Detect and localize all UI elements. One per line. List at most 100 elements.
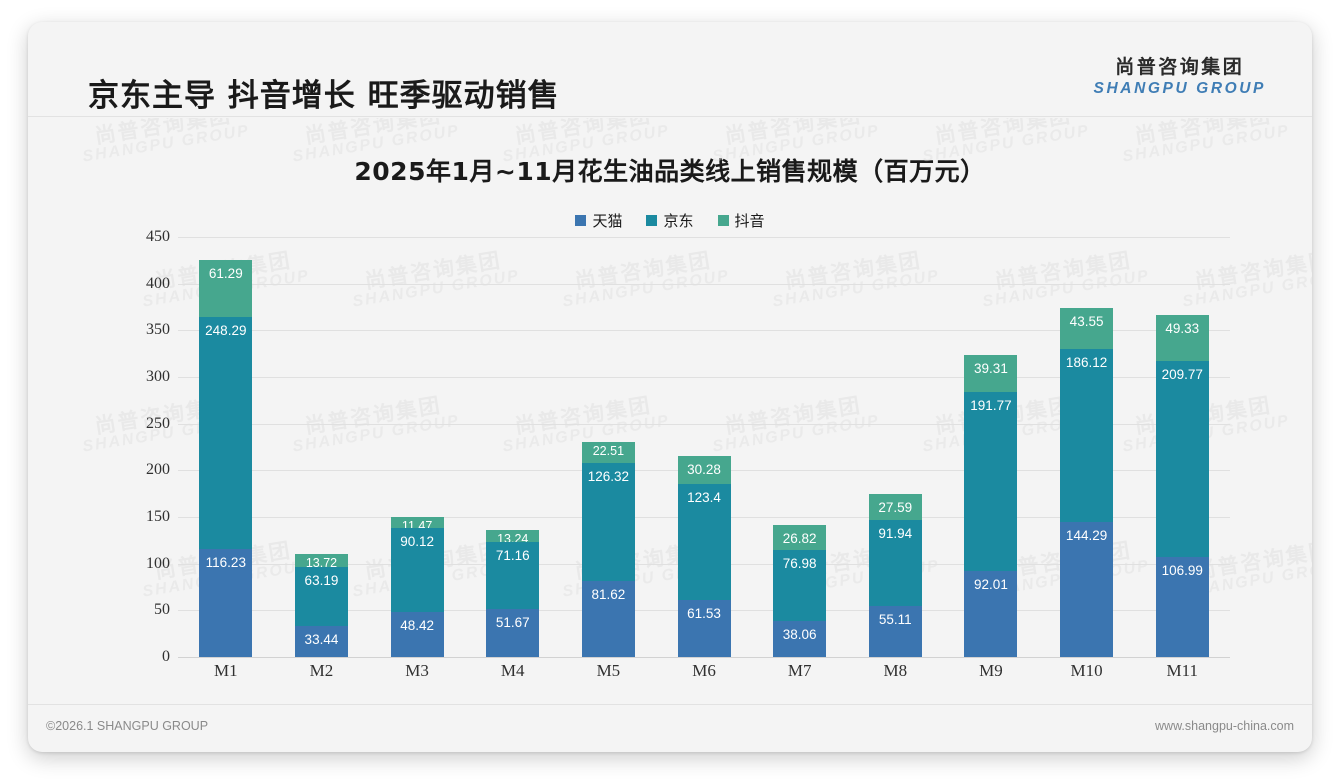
bar-value-label: 39.31 xyxy=(974,361,1008,377)
bar-segment-抖音[interactable]: 22.51 xyxy=(581,441,635,463)
bar-column: 11.47 90.12 48.42 xyxy=(369,237,465,657)
y-axis-tick-label: 450 xyxy=(146,228,170,245)
y-axis-tick-label: 150 xyxy=(146,508,170,525)
bar-value-label: 30.28 xyxy=(687,462,721,478)
x-axis-tick-label: M5 xyxy=(596,661,621,680)
bar-column: 27.59 91.94 55.11 xyxy=(847,237,943,657)
bar-segment-天猫[interactable]: 48.42 xyxy=(390,611,444,657)
footer-copyright: ©2026.1 SHANGPU GROUP xyxy=(46,719,209,733)
bar-segment-天猫[interactable]: 144.29 xyxy=(1060,522,1114,657)
y-axis-tick-label: 0 xyxy=(162,648,170,665)
bar-segment-京东[interactable]: 209.77 xyxy=(1155,361,1209,558)
bar-segment-天猫[interactable]: 55.11 xyxy=(868,605,922,657)
bar-segment-京东[interactable]: 191.77 xyxy=(964,392,1018,572)
stacked-bar[interactable]: 61.29 248.29 116.23 xyxy=(199,259,253,657)
bar-value-label: 123.4 xyxy=(687,490,721,506)
x-axis-tick-label: M4 xyxy=(500,661,525,680)
legend-label: 京东 xyxy=(663,212,694,230)
stacked-bar[interactable]: 30.28 123.4 61.53 xyxy=(677,456,731,657)
y-axis-tick-label: 300 xyxy=(146,368,170,385)
bar-segment-京东[interactable]: 91.94 xyxy=(868,519,922,606)
bar-segment-京东[interactable]: 63.19 xyxy=(294,566,348,626)
bar-segment-京东[interactable]: 71.16 xyxy=(486,542,540,609)
x-axis-tick-label: M10 xyxy=(1070,661,1103,680)
bar-segment-京东[interactable]: 126.32 xyxy=(581,462,635,581)
bar-segment-天猫[interactable]: 116.23 xyxy=(199,548,253,657)
bar-column: 30.28 123.4 61.53 xyxy=(656,237,752,657)
bar-segment-抖音[interactable]: 30.28 xyxy=(677,456,731,485)
bar-segment-抖音[interactable]: 43.55 xyxy=(1060,308,1114,349)
bar-value-label: 209.77 xyxy=(1161,367,1203,383)
grid-line xyxy=(178,377,1230,378)
stacked-bar[interactable]: 22.51 126.32 81.62 xyxy=(581,441,635,657)
chart-plot-area: 450 400 350 300 250 200 150 100 50 0 61.29 248.29 1… xyxy=(120,228,1230,707)
bar-value-label: 13.72 xyxy=(305,556,338,571)
y-axis-tick-label: 350 xyxy=(146,321,170,339)
bar-value-label: 38.06 xyxy=(782,627,817,643)
slide-footer: ©2026.1 SHANGPU GROUP www.shangpu-china.… xyxy=(28,704,1312,752)
grid-line xyxy=(178,330,1230,332)
x-axis-tick-label: M8 xyxy=(883,661,908,680)
bar-series-group: 61.29 248.29 116.23 13.72 63.19 33.44 11.47 90.… xyxy=(178,237,1230,657)
bar-value-label: 248.29 xyxy=(205,322,247,338)
y-axis-tick-label: 400 xyxy=(146,274,170,292)
bar-value-label: 106.99 xyxy=(1161,563,1203,579)
x-axis: M1 M2 M3 M4 M5 M6 M7 M8 M9 M10 M11 xyxy=(178,661,1230,681)
bar-value-label: 55.11 xyxy=(878,611,912,627)
bar-segment-京东[interactable]: 76.98 xyxy=(773,549,827,622)
stacked-bar[interactable]: 39.31 191.77 92.01 xyxy=(964,355,1018,657)
bar-value-label: 144.29 xyxy=(1065,528,1108,544)
bar-value-label: 49.33 xyxy=(1165,321,1200,337)
bar-segment-抖音[interactable]: 61.29 xyxy=(199,259,253,317)
grid-line xyxy=(178,237,1230,238)
bar-value-label: 48.42 xyxy=(400,617,434,633)
bar-segment-抖音[interactable]: 13.72 xyxy=(294,554,348,571)
brand-logo-cn: 尚普咨询集团 xyxy=(1115,56,1245,78)
bar-value-label: 91.94 xyxy=(878,525,913,541)
slide-canvas: 尚普咨询集团 SHANGPU GROUP 尚普咨询集团 SHANGPU GROUP 尚普… xyxy=(28,22,1312,752)
brand-logo: 尚普咨询集团 SHANGPU GROUP xyxy=(1094,58,1266,97)
bar-segment-京东[interactable]: 123.4 xyxy=(677,484,731,600)
y-axis-tick-label: 250 xyxy=(146,414,170,432)
bar-value-label: 191.77 xyxy=(970,398,1012,414)
bar-column: 39.31 191.77 92.01 xyxy=(943,237,1039,657)
bar-value-label: 26.82 xyxy=(782,530,817,546)
bar-segment-京东[interactable]: 248.29 xyxy=(199,316,253,549)
legend-item-天猫[interactable]: 天猫 xyxy=(575,210,622,231)
bar-value-label: 92.01 xyxy=(974,577,1008,593)
bar-value-label: 27.59 xyxy=(878,500,913,516)
bar-segment-抖音[interactable]: 49.33 xyxy=(1155,315,1209,362)
bar-segment-天猫[interactable]: 81.62 xyxy=(581,580,635,657)
stacked-bar[interactable]: 27.59 91.94 55.11 xyxy=(868,494,922,657)
bar-segment-京东[interactable]: 186.12 xyxy=(1060,348,1114,523)
bar-segment-京东[interactable]: 90.12 xyxy=(390,527,444,612)
bar-value-label: 186.12 xyxy=(1065,354,1108,370)
bar-segment-抖音[interactable]: 27.59 xyxy=(868,494,922,520)
x-axis-tick-label: M11 xyxy=(1166,661,1198,680)
bar-segment-天猫[interactable]: 92.01 xyxy=(964,571,1018,657)
stacked-bar[interactable]: 43.55 186.12 144.29 xyxy=(1060,308,1114,657)
bar-segment-天猫[interactable]: 38.06 xyxy=(773,621,827,657)
stacked-bar[interactable]: 11.47 90.12 48.42 xyxy=(390,517,444,657)
stacked-bar[interactable]: 13.72 63.19 33.44 xyxy=(294,554,348,657)
stacked-bar[interactable]: 26.82 76.98 38.06 xyxy=(773,524,827,657)
bar-segment-抖音[interactable]: 26.82 xyxy=(773,524,827,550)
legend-item-抖音[interactable]: 抖音 xyxy=(717,210,765,231)
stacked-bar[interactable]: 49.33 209.77 106.99 xyxy=(1155,315,1209,657)
bar-segment-抖音[interactable]: 11.47 xyxy=(390,517,444,533)
legend-item-京东[interactable]: 京东 xyxy=(646,210,694,231)
bar-segment-天猫[interactable]: 61.53 xyxy=(677,599,731,657)
stacked-bar[interactable]: 13.24 71.16 51.67 xyxy=(486,530,540,657)
bar-value-label: 51.67 xyxy=(495,614,530,630)
watermark-cn: 尚普咨询集团 xyxy=(93,118,234,149)
watermark-cn: 尚普咨询集团 xyxy=(303,118,444,149)
footer-website: www.shangpu-china.com xyxy=(1155,719,1294,733)
slide-header: 京东主导 抖音增长 旺季驱动销售 尚普咨询集团 SHANGPU GROUP xyxy=(28,22,1312,117)
bar-value-label: 33.44 xyxy=(304,631,339,647)
watermark-cn: 尚普咨询集团 xyxy=(1133,118,1274,149)
bar-segment-天猫[interactable]: 106.99 xyxy=(1155,557,1209,657)
bar-segment-抖音[interactable]: 13.24 xyxy=(486,530,540,546)
bar-segment-天猫[interactable]: 33.44 xyxy=(294,625,348,657)
bar-segment-天猫[interactable]: 51.67 xyxy=(486,608,540,657)
bar-segment-抖音[interactable]: 39.31 xyxy=(964,355,1018,393)
